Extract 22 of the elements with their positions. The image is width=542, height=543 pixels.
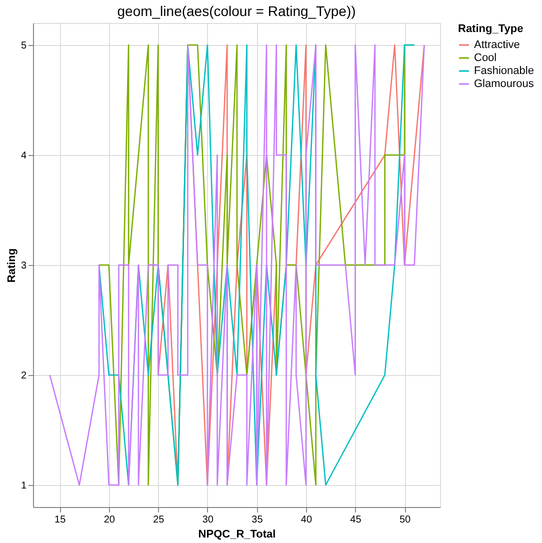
y-tick-label: 1	[20, 480, 27, 492]
legend-label: Glamourous	[474, 78, 534, 90]
x-tick-label: 45	[350, 514, 362, 526]
line-series	[49, 44, 425, 486]
x-tick-label: 40	[300, 514, 312, 526]
y-tick-label: 2	[20, 370, 27, 382]
legend-label: Attractive	[474, 39, 520, 51]
x-tick-label: 15	[54, 514, 66, 526]
y-tick-label: 4	[20, 150, 27, 162]
x-tick-label: 30	[202, 514, 214, 526]
x-tick-label: 25	[153, 514, 165, 526]
y-tick-label: 5	[20, 40, 27, 52]
y-axis-title: Rating	[6, 248, 18, 283]
x-tick-label: 35	[252, 514, 264, 526]
legend-label: Cool	[474, 52, 497, 64]
x-tick-label: 20	[104, 514, 116, 526]
legend-label: Fashionable	[474, 65, 534, 77]
legend-title: Rating_Type	[458, 23, 524, 35]
x-axis-title: NPQC_R_Total	[198, 528, 276, 540]
chart-title: geom_line(aes(colour = Rating_Type))	[117, 3, 356, 19]
x-tick-label: 50	[399, 514, 412, 526]
y-tick-label: 3	[20, 260, 27, 272]
